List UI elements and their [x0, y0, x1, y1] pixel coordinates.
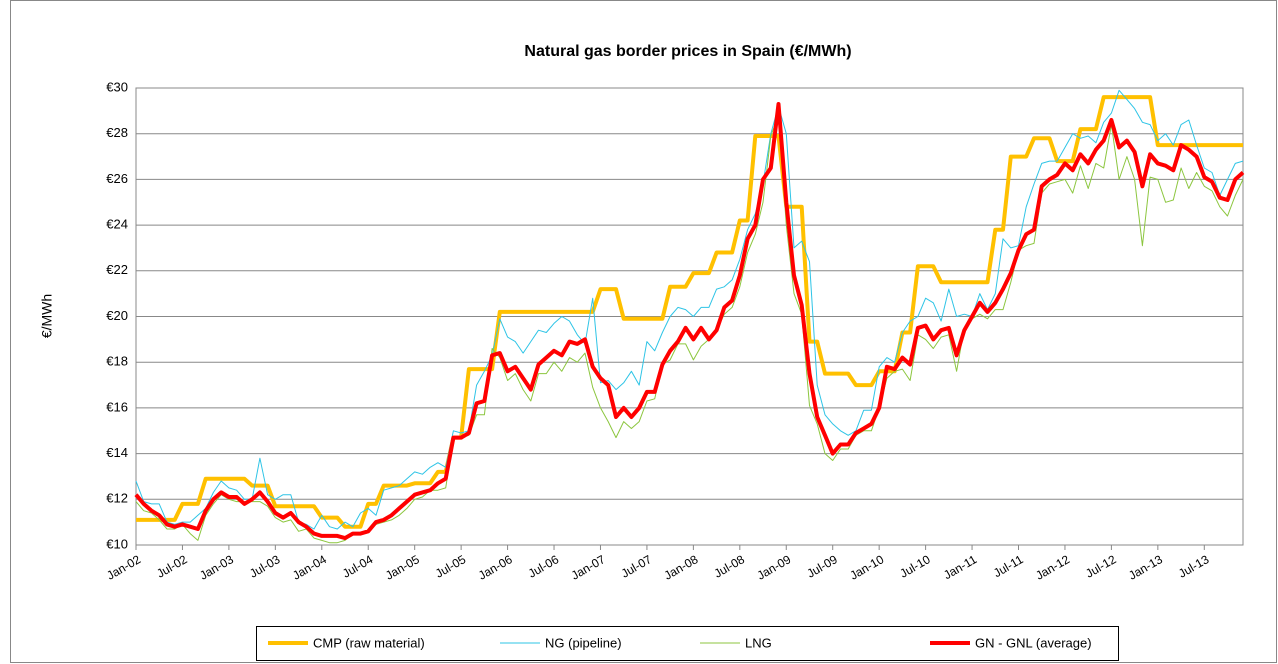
y-tick-label: €30: [106, 79, 128, 94]
y-tick-label: €18: [106, 354, 128, 369]
y-tick-label: €14: [106, 445, 128, 460]
y-tick-label: €24: [106, 217, 128, 232]
legend-label: LNG: [745, 635, 772, 650]
legend-label: NG (pipeline): [545, 635, 622, 650]
plot-frame: [135, 87, 1244, 546]
chart-frame: [10, 0, 1277, 663]
y-tick-label: €16: [106, 399, 128, 414]
series-line: [136, 95, 1243, 529]
y-tick-label: €10: [106, 536, 128, 551]
series-line: [135, 89, 1244, 530]
series-line: [135, 114, 1244, 544]
series-line: [134, 102, 1245, 541]
y-axis-label: €/MWh: [39, 294, 55, 338]
chart-title: Natural gas border prices in Spain (€/MW…: [524, 43, 851, 60]
y-tick-label: €28: [106, 125, 128, 140]
legend-box: [256, 626, 1119, 661]
legend-label: CMP (raw material): [313, 635, 425, 650]
legend-label: GN - GNL (average): [975, 635, 1092, 650]
y-tick-label: €26: [106, 171, 128, 186]
y-tick-label: €20: [106, 308, 128, 323]
y-tick-label: €22: [106, 262, 128, 277]
y-tick-label: €12: [106, 491, 128, 506]
